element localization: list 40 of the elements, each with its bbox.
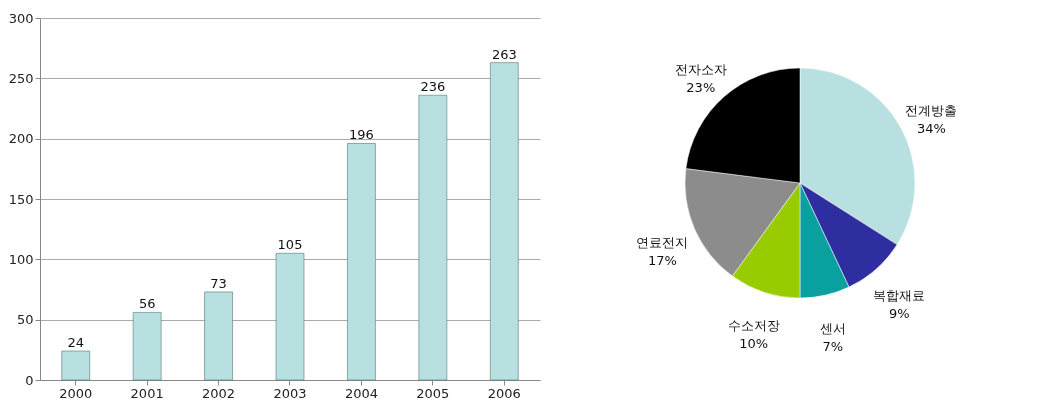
data-label: 24 bbox=[67, 335, 84, 351]
data-label: 196 bbox=[349, 127, 374, 143]
data-label: 34% bbox=[916, 120, 946, 136]
bar bbox=[489, 62, 519, 381]
data-label: 23% bbox=[686, 80, 716, 96]
y-tick-label: 300 bbox=[8, 10, 34, 26]
bar bbox=[418, 94, 448, 381]
data-label: 105 bbox=[277, 237, 303, 253]
bar bbox=[204, 291, 233, 381]
data-label: 73 bbox=[210, 275, 227, 291]
x-tick-label: 2004 bbox=[344, 385, 378, 401]
slice-label: 연료전지 bbox=[636, 234, 689, 250]
y-tick-label: 0 bbox=[25, 372, 34, 388]
x-tick-label: 2002 bbox=[202, 385, 236, 401]
y-tick-label: 50 bbox=[16, 312, 34, 328]
bar bbox=[275, 253, 305, 381]
bar bbox=[132, 312, 162, 381]
data-label: 7% bbox=[822, 339, 844, 355]
slice-label: 전계방출 bbox=[905, 102, 958, 118]
data-label: 17% bbox=[647, 252, 677, 268]
x-tick-label: 2000 bbox=[59, 385, 93, 401]
slice-label: 센서 bbox=[819, 321, 846, 337]
y-tick-label: 100 bbox=[8, 251, 34, 267]
bar bbox=[61, 350, 91, 381]
data-label: 263 bbox=[491, 46, 517, 62]
data-label: 236 bbox=[420, 79, 446, 95]
y-tick-label: 250 bbox=[8, 70, 34, 86]
x-tick-label: 2005 bbox=[416, 385, 450, 401]
bar bbox=[347, 143, 376, 381]
x-tick-label: 2006 bbox=[487, 385, 521, 401]
slice-label: 수소저장 bbox=[727, 317, 780, 333]
x-tick-label: 2003 bbox=[273, 385, 307, 401]
x-tick-label: 2001 bbox=[130, 385, 164, 401]
slice-label: 복합재료 bbox=[873, 287, 926, 303]
slice-label: 전자소자 bbox=[674, 62, 727, 78]
y-tick-label: 200 bbox=[8, 131, 34, 147]
data-label: 9% bbox=[888, 305, 910, 321]
data-label: 56 bbox=[138, 296, 156, 312]
data-label: 10% bbox=[739, 335, 769, 351]
y-tick-label: 150 bbox=[8, 191, 34, 207]
